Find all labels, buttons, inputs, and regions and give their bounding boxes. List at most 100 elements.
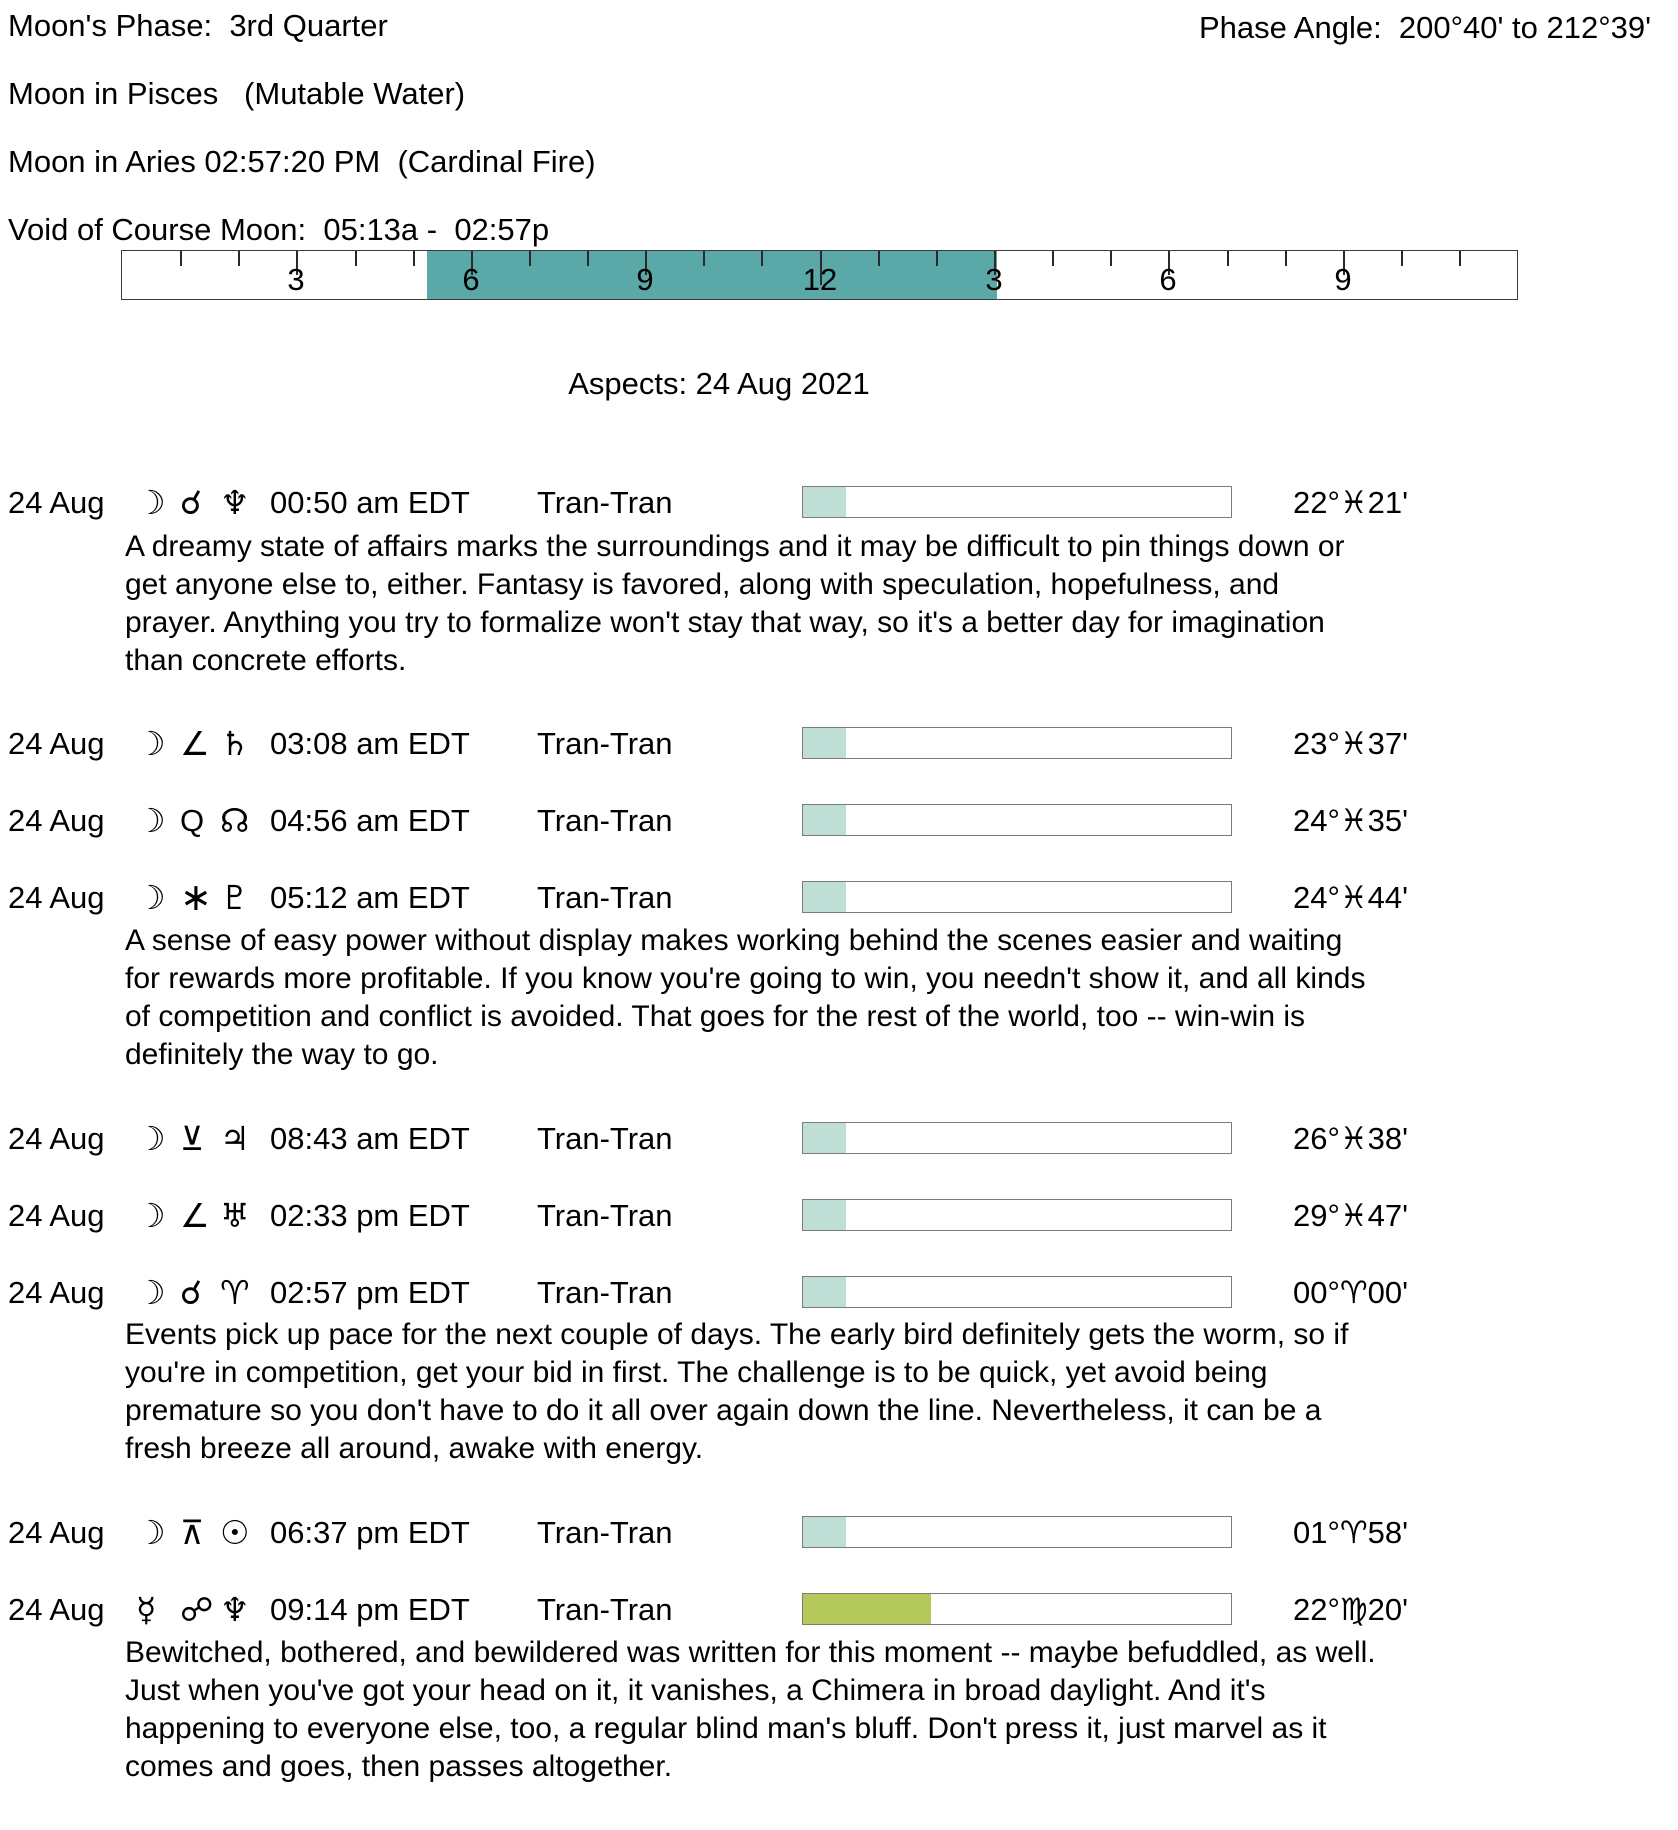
hour-tick-9	[645, 251, 647, 275]
ruler-label-3pm: 3	[985, 262, 1003, 297]
saturn-icon: ♄	[220, 724, 250, 763]
void-of-course-text: Void of Course Moon: 05:13a - 02:57p	[8, 212, 550, 247]
aspect-description: Bewitched, bothered, and bewildered was …	[125, 1636, 1376, 1783]
hour-tick	[936, 251, 938, 266]
orb-progress-fill	[803, 805, 846, 835]
pluto-icon: ♇	[220, 878, 250, 917]
aspect-description: A sense of easy power without display ma…	[125, 924, 1366, 1071]
orb-progress-fill	[803, 1517, 846, 1547]
hour-tick	[413, 251, 415, 266]
neptune-icon: ♆	[220, 483, 250, 522]
orb-progress-fill	[803, 1123, 846, 1153]
ruler-label-9pm: 9	[1334, 262, 1352, 297]
aspect-date: 24 Aug	[8, 803, 105, 838]
moon-icon: ☽	[136, 724, 166, 763]
hour-tick	[355, 251, 357, 266]
moon-icon: ☽	[136, 1119, 166, 1158]
hour-tick-6	[471, 251, 473, 275]
ruler-label-3am: 3	[287, 262, 305, 297]
moon-icon: ☽	[136, 878, 166, 917]
hour-tick	[1110, 251, 1112, 266]
aspect-description: A dreamy state of affairs marks the surr…	[125, 530, 1345, 677]
aspect-type: Tran-Tran	[537, 803, 673, 838]
orb-progress-bar	[802, 804, 1232, 836]
aspect-position: 01°♈58'	[1293, 1515, 1409, 1550]
aspect-position: 24°♓44'	[1293, 880, 1409, 915]
aspect-date: 24 Aug	[8, 726, 105, 761]
hour-tick	[180, 251, 182, 266]
semisquare-icon: ∠	[180, 724, 210, 763]
aspect-row-moon-semisextile-jupiter: 24 Aug ☽ ⊻ ♃ 08:43 am EDT Tran-Tran 26°♓…	[8, 1122, 1668, 1156]
hour-tick	[529, 251, 531, 266]
orb-progress-bar	[802, 1516, 1232, 1548]
aspect-date: 24 Aug	[8, 1515, 105, 1550]
semisquare-icon: ∠	[180, 1196, 210, 1235]
ruler-label-6am: 6	[462, 262, 480, 297]
aspect-date: 24 Aug	[8, 1198, 105, 1233]
ruler-label-6pm: 6	[1159, 262, 1177, 297]
aspect-row-moon-sextile-pluto: 24 Aug ☽ ∗ ♇ 05:12 am EDT Tran-Tran 24°♓…	[8, 878, 1668, 917]
orb-progress-bar	[802, 1593, 1232, 1625]
moon-icon: ☽	[136, 801, 166, 840]
hour-tick-3	[296, 251, 298, 275]
aspect-row-moon-sesquiquadrate-node: 24 Aug ☽ Q ☊ 04:56 am EDT Tran-Tran 24°♓…	[8, 804, 1668, 838]
moon-icon: ☽	[136, 1273, 166, 1312]
aspects-section-title: Aspects: 24 Aug 2021	[568, 366, 870, 401]
aspect-description: Events pick up pace for the next couple …	[125, 1318, 1349, 1465]
hour-tick	[878, 251, 880, 266]
moon-in-aries-text: Moon in Aries 02:57:20 PM (Cardinal Fire…	[8, 144, 596, 179]
aspect-time: 02:57 pm EDT	[270, 1275, 470, 1310]
aspect-date: 24 Aug	[8, 880, 105, 915]
hour-tick	[1459, 251, 1461, 266]
moon-icon: ☽	[136, 483, 166, 522]
aspect-time: 08:43 am EDT	[270, 1121, 470, 1156]
orb-progress-bar	[802, 727, 1232, 759]
moon-phase-text: Moon's Phase: 3rd Quarter	[8, 8, 388, 43]
hour-tick	[703, 251, 705, 266]
hour-tick	[1052, 251, 1054, 266]
aspect-time: 05:12 am EDT	[270, 880, 470, 915]
sesquiquadrate-icon: Q	[180, 803, 205, 838]
aspect-position: 26°♓38'	[1293, 1121, 1409, 1156]
aspect-type: Tran-Tran	[537, 1515, 673, 1550]
conjunction-icon: ☌	[180, 483, 203, 522]
hour-tick-21	[1343, 251, 1345, 275]
aspect-time: 03:08 am EDT	[270, 726, 470, 761]
hour-tick	[761, 251, 763, 266]
semisextile-icon: ⊻	[180, 1119, 205, 1158]
uranus-icon: ♅	[220, 1196, 250, 1235]
aspect-position: 23°♓37'	[1293, 726, 1409, 761]
moon-icon: ☽	[136, 1196, 166, 1235]
orb-progress-fill	[803, 882, 846, 912]
aspect-type: Tran-Tran	[537, 880, 673, 915]
aspect-position: 24°♓35'	[1293, 803, 1409, 838]
moon-in-pisces-text: Moon in Pisces (Mutable Water)	[8, 76, 466, 111]
aspect-position: 22°♓21'	[1293, 485, 1409, 520]
hour-tick	[1401, 251, 1403, 266]
orb-progress-fill	[803, 1200, 846, 1230]
quincunx-icon: ⊼	[180, 1513, 205, 1552]
orb-progress-bar	[802, 1199, 1232, 1231]
aspect-row-mercury-opposite-neptune: 24 Aug ☿ ☍ ♆ 09:14 pm EDT Tran-Tran 22°♍…	[8, 1593, 1668, 1627]
aspect-time: 09:14 pm EDT	[270, 1592, 470, 1627]
conjunction-icon: ☌	[180, 1273, 203, 1312]
aspect-position: 00°♈00'	[1293, 1275, 1409, 1310]
orb-progress-bar	[802, 1122, 1232, 1154]
aspect-row-moon-enters-aries: 24 Aug ☽ ☌ ♈ 02:57 pm EDT Tran-Tran 00°♈…	[8, 1276, 1668, 1310]
aspect-date: 24 Aug	[8, 1121, 105, 1156]
orb-progress-fill	[803, 487, 846, 517]
aspect-position: 29°♓47'	[1293, 1198, 1409, 1233]
opposition-icon: ☍	[180, 1590, 214, 1629]
aspect-row-moon-semisquare-uranus: 24 Aug ☽ ∠ ♅ 02:33 pm EDT Tran-Tran 29°♓…	[8, 1199, 1668, 1233]
aspect-type: Tran-Tran	[537, 1275, 673, 1310]
hour-tick-12	[820, 251, 822, 285]
aspect-type: Tran-Tran	[537, 1121, 673, 1156]
aspect-row-moon-quincunx-sun: 24 Aug ☽ ⊼ ☉ 06:37 pm EDT Tran-Tran 01°♈…	[8, 1516, 1668, 1550]
aspect-type: Tran-Tran	[537, 1198, 673, 1233]
aspect-time: 06:37 pm EDT	[270, 1515, 470, 1550]
north-node-icon: ☊	[220, 801, 250, 840]
aspect-time: 04:56 am EDT	[270, 803, 470, 838]
mercury-icon: ☿	[136, 1590, 157, 1629]
aspect-type: Tran-Tran	[537, 485, 673, 520]
